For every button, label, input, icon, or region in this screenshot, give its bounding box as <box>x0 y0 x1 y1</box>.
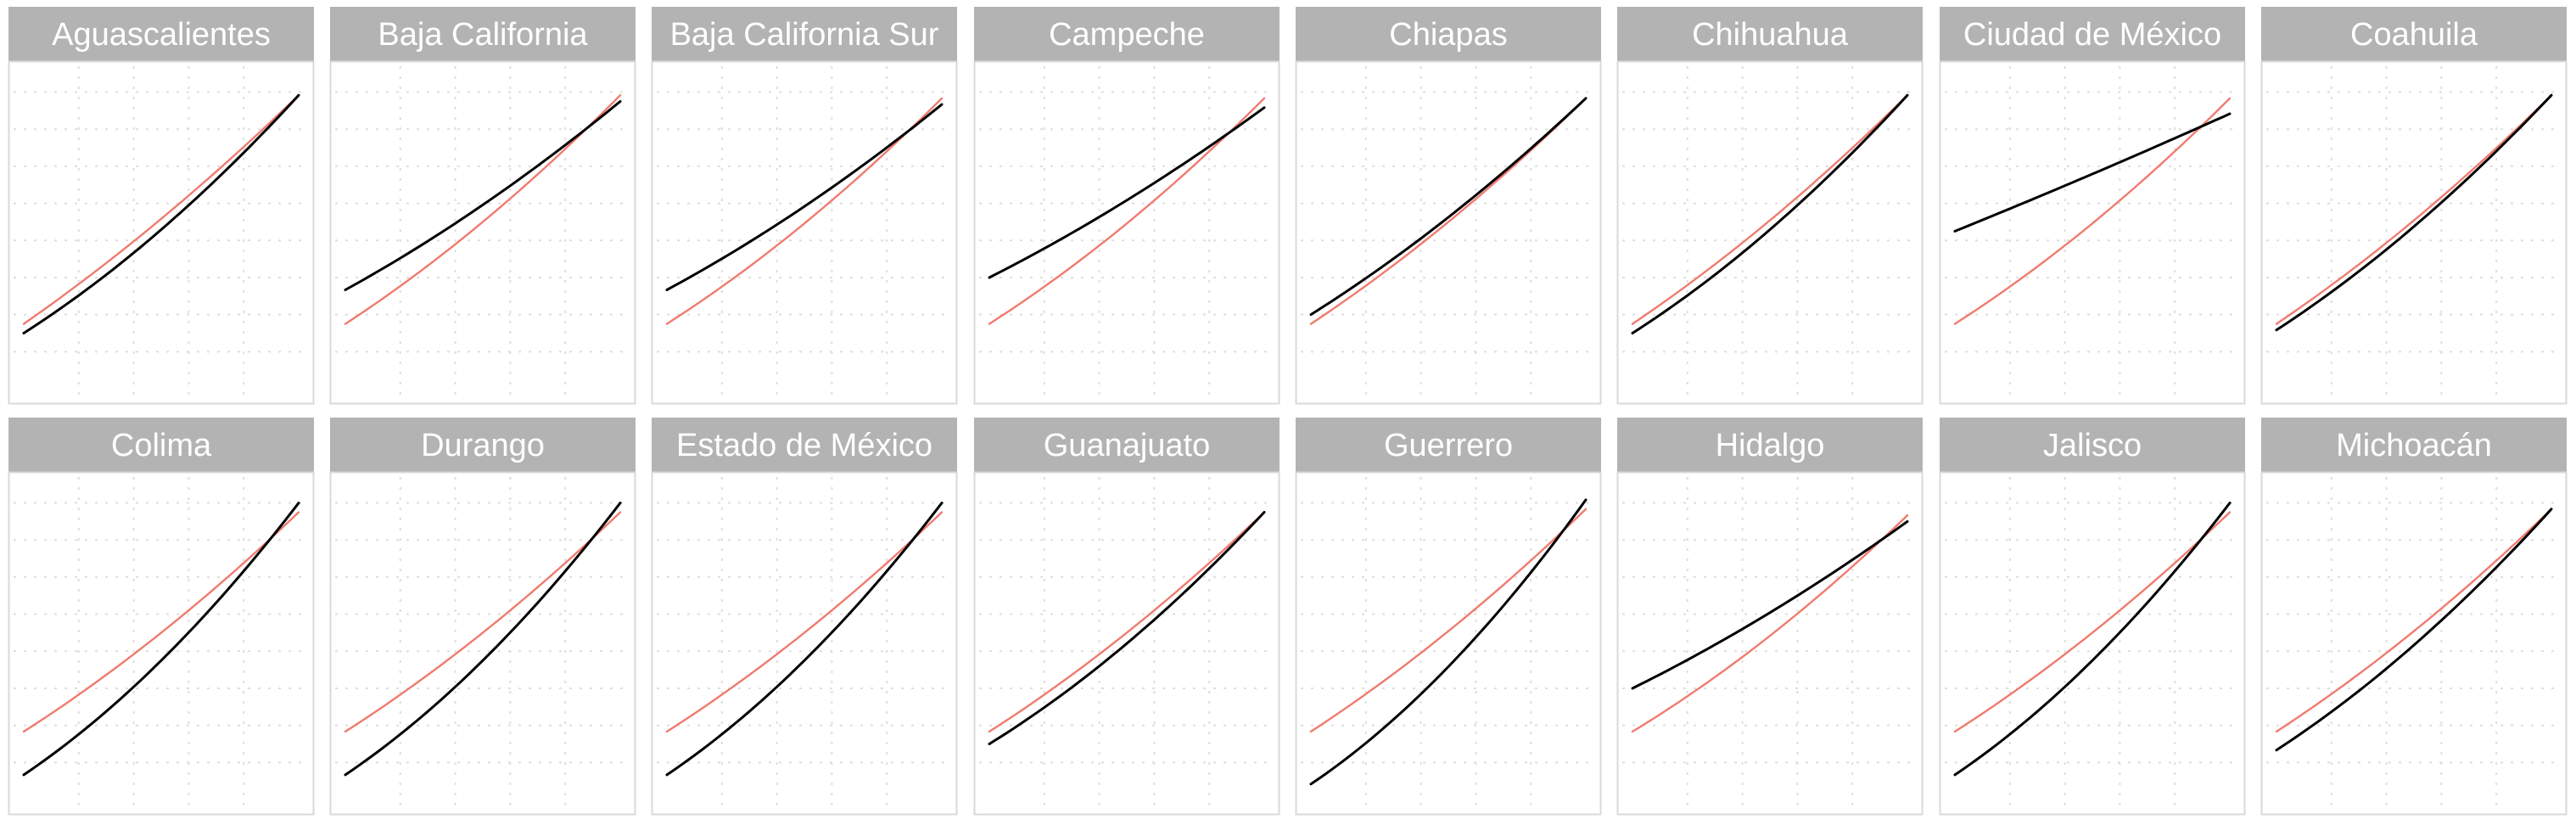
facet-strip <box>1617 7 1923 61</box>
facet-strip <box>1940 418 2245 472</box>
facet-panel: Jalisco <box>1939 418 2246 816</box>
series-line-black <box>1953 112 2232 233</box>
facet-title: Baja California Sur <box>670 17 939 53</box>
facet-strip <box>974 418 1280 472</box>
facet-title: Jalisco <box>2043 428 2142 463</box>
facet-strip <box>1940 7 2245 61</box>
series-line-red <box>344 511 622 733</box>
facet-panel: Campeche <box>973 7 1280 405</box>
plot-area <box>973 60 1280 405</box>
series-line-red <box>1309 508 1588 733</box>
plot-area <box>651 471 958 816</box>
facet-title: Guerrero <box>1384 428 1513 463</box>
series-line-black <box>1309 97 1588 317</box>
series-line-black <box>1631 93 1909 334</box>
series-line-black <box>2275 93 2553 332</box>
plot-area <box>1616 471 1924 816</box>
facet-title: Chihuahua <box>1692 17 1849 53</box>
series-line-black <box>1631 519 1909 690</box>
plot-area <box>1616 60 1924 405</box>
series-line-black <box>988 106 1266 279</box>
series-line-black <box>344 502 622 777</box>
facet-panel: Ciudad de México <box>1939 7 2246 405</box>
plot-area <box>8 60 315 405</box>
facet-title: Durango <box>421 428 545 463</box>
plot-area <box>1295 60 1602 405</box>
facet-strip <box>652 418 957 472</box>
facet-title: Estado de México <box>676 428 932 463</box>
facet-strip <box>8 418 314 472</box>
series-line-red <box>344 94 622 325</box>
plot-area <box>329 471 636 816</box>
series-line-red <box>988 511 1266 733</box>
facet-strip <box>974 7 1280 61</box>
facet-title: Chiapas <box>1389 17 1507 53</box>
series-line-black <box>665 502 944 777</box>
facet-title: Ciudad de México <box>1963 17 2221 53</box>
plot-area <box>2260 471 2568 816</box>
plot-area <box>651 60 958 405</box>
series-line-red <box>1631 514 1909 733</box>
facet-strip <box>1296 7 1601 61</box>
series-line-black <box>22 93 300 334</box>
facet-strip <box>652 7 957 61</box>
facet-panel: Hidalgo <box>1616 418 1924 816</box>
series-line-black <box>988 511 1266 745</box>
series-line-black <box>1309 498 1588 786</box>
plot-area <box>8 471 315 816</box>
facet-strip <box>2261 418 2567 472</box>
series-line-red <box>1953 511 2232 733</box>
facet-title: Guanajuato <box>1044 428 1211 463</box>
series-line-red <box>665 511 944 733</box>
series-line-black <box>1953 502 2232 777</box>
series-line-black <box>2275 508 2553 752</box>
plot-area <box>2260 60 2568 405</box>
facet-strip <box>1296 418 1601 472</box>
facet-panel: Chihuahua <box>1616 7 1924 405</box>
series-line-black <box>665 103 944 291</box>
facet-panel: Durango <box>329 418 636 816</box>
facet-title: Campeche <box>1049 17 1205 53</box>
facet-panel: Aguascalientes <box>8 7 315 405</box>
plot-area <box>329 60 636 405</box>
series-line-black <box>344 100 622 291</box>
facet-panel: Coahuila <box>2260 7 2568 405</box>
facet-title: Baja California <box>378 17 588 53</box>
facet-title: Hidalgo <box>1716 428 1825 463</box>
facet-strip <box>2261 7 2567 61</box>
facet-panel: Baja California Sur <box>651 7 958 405</box>
series-line-red <box>2275 508 2553 733</box>
facet-strip <box>330 418 636 472</box>
facet-panel: Baja California <box>329 7 636 405</box>
facet-strip <box>8 7 314 61</box>
facet-panel: Estado de México <box>651 418 958 816</box>
series-line-red <box>665 97 944 325</box>
series-line-black <box>22 502 300 777</box>
facet-strip <box>1617 418 1923 472</box>
series-line-red <box>1953 97 2232 325</box>
facet-title: Colima <box>111 428 212 463</box>
facet-title: Coahuila <box>2350 17 2478 53</box>
plot-area <box>1939 471 2246 816</box>
series-line-red <box>22 94 300 325</box>
plot-area <box>1939 60 2246 405</box>
facet-title: Michoacán <box>2336 428 2492 463</box>
facet-panel: Guanajuato <box>973 418 1280 816</box>
series-line-red <box>988 97 1266 325</box>
facet-panel: Colima <box>8 418 315 816</box>
series-line-red <box>22 511 300 733</box>
facet-title: Aguascalientes <box>52 17 271 53</box>
facet-strip <box>330 7 636 61</box>
facet-panel: Chiapas <box>1295 7 1602 405</box>
series-line-red <box>2275 94 2553 325</box>
facet-panel: Guerrero <box>1295 418 1602 816</box>
facet-panel: Michoacán <box>2260 418 2568 816</box>
series-line-red <box>1631 94 1909 325</box>
